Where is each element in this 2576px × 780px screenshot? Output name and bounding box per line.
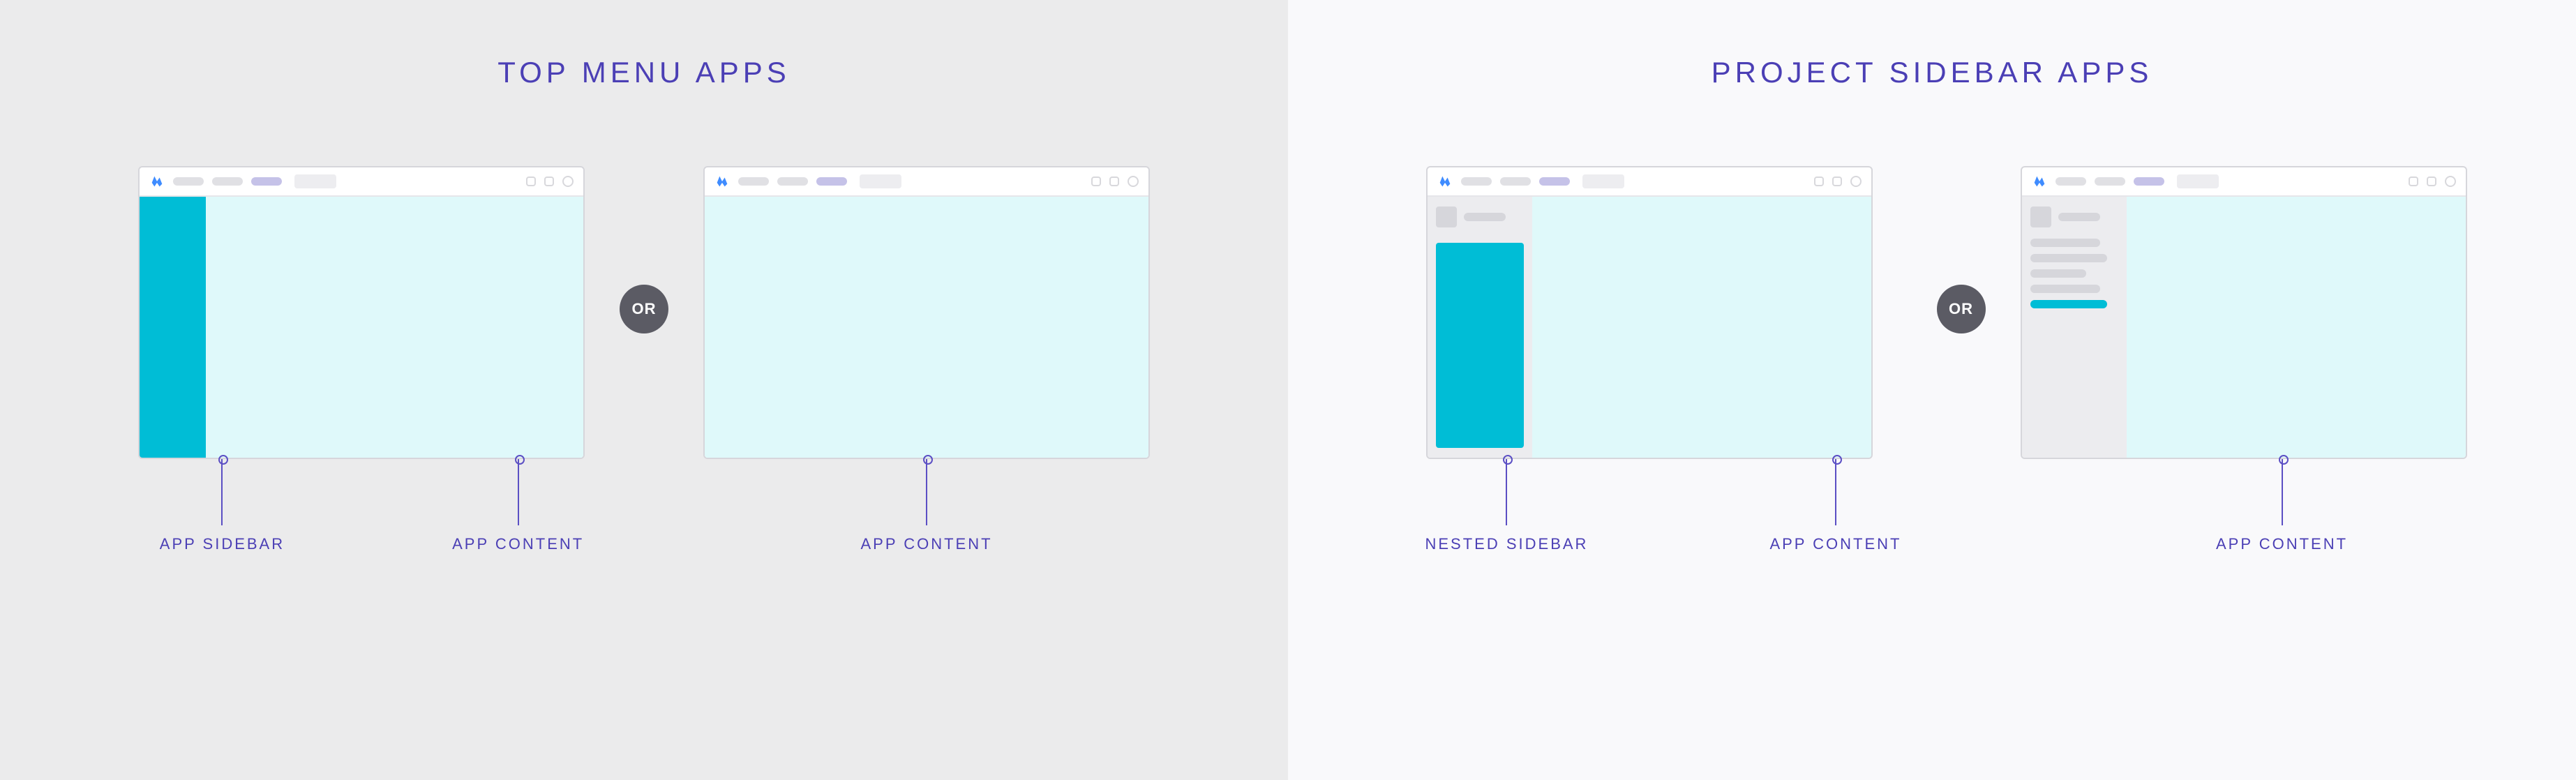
sidebar-item (2030, 239, 2100, 247)
panel-title-right: PROJECT SIDEBAR APPS (1288, 56, 2576, 89)
or-separator: OR (1937, 285, 1986, 333)
app-content-region (2127, 197, 2466, 458)
nav-pill (738, 177, 769, 186)
nav-pill-active (816, 177, 847, 186)
diagram-project-nested-sidebar: NESTED SIDEBAR APP CONTENT (1398, 166, 1902, 553)
callout-app-content: APP CONTENT (452, 459, 584, 553)
app-content-region (1532, 197, 1871, 458)
nav-pill (1500, 177, 1531, 186)
toolbar-icon (1832, 177, 1842, 186)
nav-pill (2095, 177, 2125, 186)
app-logo-icon (149, 174, 165, 189)
sidebar-item (2030, 269, 2086, 278)
nav-pill (777, 177, 808, 186)
callout-label: APP SIDEBAR (160, 535, 285, 553)
window-titlebar (140, 167, 583, 197)
project-sidebar-region (2022, 197, 2127, 458)
or-separator: OR (620, 285, 668, 333)
app-content-region (705, 197, 1148, 458)
toolbar-icon (1814, 177, 1824, 186)
sidebar-item (2030, 285, 2100, 293)
app-sidebar-region (140, 197, 206, 458)
callout-label: NESTED SIDEBAR (1425, 535, 1589, 553)
nav-pill (173, 177, 204, 186)
diagram-top-menu-with-sidebar: APP SIDEBAR APP CONTENT (138, 166, 585, 553)
toolbar-icon (2409, 177, 2418, 186)
callouts: NESTED SIDEBAR APP CONTENT (1398, 459, 1902, 553)
mock-window (2021, 166, 2467, 459)
mock-window (138, 166, 585, 459)
nested-sidebar-region (1436, 243, 1524, 448)
callout-line (1835, 459, 1836, 525)
diagram-top-menu-content-only: APP CONTENT (703, 166, 1150, 553)
callout-nested-sidebar: NESTED SIDEBAR (1425, 459, 1589, 553)
project-title-placeholder (2058, 213, 2100, 221)
toolbar-icon (2427, 177, 2436, 186)
callout-label: APP CONTENT (1769, 535, 1901, 553)
search-box (294, 174, 336, 188)
callouts: APP CONTENT (2021, 459, 2467, 553)
app-logo-icon (1437, 174, 1453, 189)
window-body (705, 197, 1148, 458)
window-titlebar (1428, 167, 1871, 197)
panel-title-left: TOP MENU APPS (0, 56, 1288, 89)
callout-app-content: APP CONTENT (1769, 459, 1901, 553)
callouts: APP SIDEBAR APP CONTENT (139, 459, 584, 553)
project-sidebar-region (1428, 197, 1532, 458)
project-avatar-icon (1436, 207, 1457, 227)
nav-pill-active (2134, 177, 2164, 186)
search-box (2177, 174, 2219, 188)
avatar-icon (1850, 176, 1862, 187)
window-body (1428, 197, 1871, 458)
callout-app-content: APP CONTENT (860, 459, 992, 553)
avatar-icon (562, 176, 574, 187)
window-body (2022, 197, 2466, 458)
nav-pill (2055, 177, 2086, 186)
callout-line (2282, 459, 2283, 525)
callout-line (1506, 459, 1507, 525)
callout-app-sidebar: APP SIDEBAR (160, 459, 285, 553)
window-titlebar (705, 167, 1148, 197)
search-box (1582, 174, 1624, 188)
diagrams-row-right: NESTED SIDEBAR APP CONTENT OR (1288, 166, 2576, 553)
callout-line (221, 459, 223, 525)
search-box (860, 174, 901, 188)
callouts: APP CONTENT (703, 459, 1150, 553)
mock-window (1426, 166, 1873, 459)
mock-window (703, 166, 1150, 459)
panel-project-sidebar-apps: PROJECT SIDEBAR APPS (1288, 0, 2576, 780)
app-logo-icon (714, 174, 730, 189)
callout-line (926, 459, 927, 525)
callout-label: APP CONTENT (2216, 535, 2348, 553)
project-header (2030, 207, 2118, 227)
callout-label: APP CONTENT (452, 535, 584, 553)
project-header (1436, 207, 1524, 227)
project-avatar-icon (2030, 207, 2051, 227)
app-content-region (206, 197, 583, 458)
nav-pill-active (251, 177, 282, 186)
avatar-icon (2445, 176, 2456, 187)
toolbar-icon (1091, 177, 1101, 186)
window-titlebar (2022, 167, 2466, 197)
sidebar-item-active (2030, 300, 2107, 308)
diagrams-row-left: APP SIDEBAR APP CONTENT OR (0, 166, 1288, 553)
sidebar-item (2030, 254, 2107, 262)
nav-pill-active (1539, 177, 1570, 186)
nav-pill (212, 177, 243, 186)
window-body (140, 197, 583, 458)
callout-label: APP CONTENT (860, 535, 992, 553)
panel-top-menu-apps: TOP MENU APPS (0, 0, 1288, 780)
avatar-icon (1128, 176, 1139, 187)
toolbar-icon (526, 177, 536, 186)
nav-pill (1461, 177, 1492, 186)
callout-app-content: APP CONTENT (2216, 459, 2348, 553)
project-title-placeholder (1464, 213, 1506, 221)
callout-line (518, 459, 519, 525)
toolbar-icon (544, 177, 554, 186)
diagram-project-items-content: APP CONTENT (2021, 166, 2467, 553)
toolbar-icon (1109, 177, 1119, 186)
app-logo-icon (2032, 174, 2047, 189)
